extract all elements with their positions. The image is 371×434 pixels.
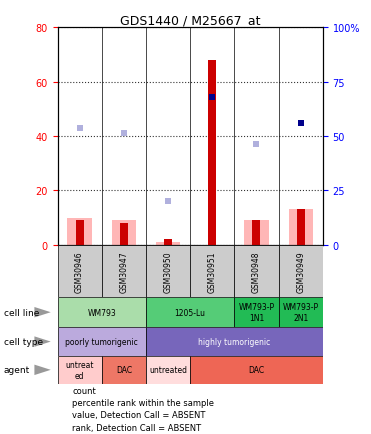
Text: WM793-P
1N1: WM793-P 1N1: [239, 303, 275, 322]
Text: untreated: untreated: [149, 365, 187, 375]
Bar: [76, 221, 83, 245]
Bar: [208, 61, 216, 245]
Bar: [146, 356, 190, 384]
Text: GSM30947: GSM30947: [119, 250, 128, 292]
Text: GSM30950: GSM30950: [164, 250, 173, 292]
Bar: [58, 356, 102, 384]
Bar: [190, 356, 323, 384]
Bar: [244, 221, 269, 245]
Polygon shape: [35, 337, 51, 347]
Text: GSM30949: GSM30949: [296, 250, 305, 292]
Text: cell line: cell line: [4, 308, 39, 317]
Bar: [279, 245, 323, 297]
Text: 1205-Lu: 1205-Lu: [175, 308, 206, 317]
Text: GSM30948: GSM30948: [252, 250, 261, 292]
Bar: [58, 297, 146, 328]
Title: GDS1440 / M25667_at: GDS1440 / M25667_at: [120, 14, 260, 27]
Bar: [234, 297, 279, 328]
Bar: [234, 245, 279, 297]
Bar: [253, 221, 260, 245]
Text: WM793-P
2N1: WM793-P 2N1: [283, 303, 319, 322]
Text: WM793: WM793: [87, 308, 116, 317]
Bar: [68, 218, 92, 245]
Text: value, Detection Call = ABSENT: value, Detection Call = ABSENT: [72, 411, 206, 419]
Bar: [102, 245, 146, 297]
Text: highly tumorigenic: highly tumorigenic: [198, 337, 270, 346]
Text: untreat
ed: untreat ed: [65, 360, 94, 380]
Bar: [102, 356, 146, 384]
Bar: [146, 245, 190, 297]
Text: count: count: [72, 386, 96, 395]
Text: percentile rank within the sample: percentile rank within the sample: [72, 398, 214, 407]
Bar: [146, 297, 234, 328]
Bar: [279, 297, 323, 328]
Bar: [146, 328, 323, 356]
Bar: [289, 210, 313, 245]
Bar: [120, 224, 128, 245]
Bar: [112, 221, 136, 245]
Bar: [58, 328, 146, 356]
Text: GSM30946: GSM30946: [75, 250, 84, 292]
Text: cell type: cell type: [4, 337, 43, 346]
Text: agent: agent: [4, 365, 30, 375]
Bar: [58, 245, 102, 297]
Bar: [164, 240, 172, 245]
Bar: [156, 243, 180, 245]
Polygon shape: [35, 365, 51, 375]
Text: rank, Detection Call = ABSENT: rank, Detection Call = ABSENT: [72, 423, 201, 431]
Text: DAC: DAC: [116, 365, 132, 375]
Bar: [190, 245, 234, 297]
Text: DAC: DAC: [249, 365, 265, 375]
Polygon shape: [35, 307, 51, 318]
Text: GSM30951: GSM30951: [208, 250, 217, 292]
Bar: [297, 210, 305, 245]
Text: poorly tumorigenic: poorly tumorigenic: [65, 337, 138, 346]
